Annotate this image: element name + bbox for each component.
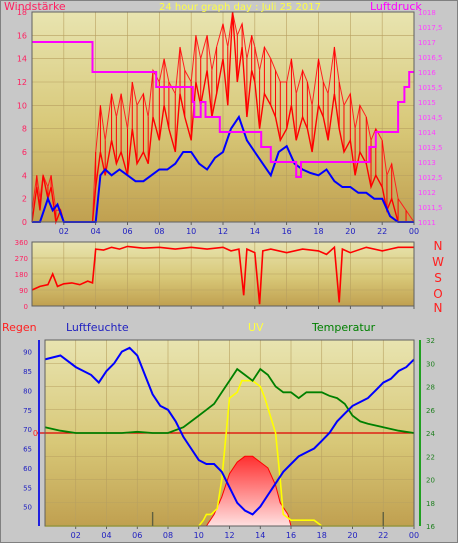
pressure-axis-title: Luftdruck [370, 0, 422, 13]
pressure-y-tick-label: 1016,5 [418, 54, 443, 62]
x-tick-label: 20 [347, 531, 357, 540]
temperature-y-tick-label: 18 [426, 500, 435, 508]
panel3-header-temperatur: Temperatur [311, 321, 376, 334]
x-tick-label: 00 [409, 227, 419, 236]
pressure-y-tick-label: 1018 [418, 9, 436, 17]
temperature-y-tick-label: 26 [426, 407, 435, 415]
wind-speed-line [31, 11, 414, 225]
temperature-y-tick-label: 24 [426, 430, 435, 438]
wind-y-tick-label: 12 [17, 78, 27, 87]
compass-label-s: S [434, 271, 442, 285]
humidity-y-tick-label: 55 [23, 484, 32, 492]
x-tick-label: 06 [122, 227, 132, 236]
temperature-y-tick-label: 20 [426, 477, 435, 485]
x-tick-label: 08 [163, 531, 173, 540]
humidity-y-tick-label: 50 [23, 504, 32, 512]
compass-label-n: N [434, 239, 443, 253]
panel3-header-luftfeuchte: Luftfeuchte [66, 321, 129, 334]
pressure-y-tick-label: 1013 [418, 159, 436, 167]
humidity-y-tick-label: 75 [23, 407, 32, 415]
pressure-y-tick-label: 1011,5 [418, 204, 443, 212]
compass-label-w: W [432, 255, 444, 269]
pressure-y-tick-label: 1015,5 [418, 84, 443, 92]
x-tick-label: 00 [409, 531, 419, 540]
plot-frame-2 [31, 241, 415, 307]
x-tick-label: 20 [345, 227, 355, 236]
panel3-header-regen: Regen [2, 321, 37, 334]
direction-y-tick-label: 0 [24, 303, 28, 311]
wind-y-tick-label: 10 [17, 101, 27, 110]
plot-frame-3 [44, 339, 415, 527]
wind-y-tick-label: 18 [17, 8, 27, 17]
x-tick-label: 12 [218, 227, 228, 236]
x-tick-label: 16 [286, 531, 296, 540]
x-tick-label: 16 [282, 227, 292, 236]
humidity-y-tick-label: 80 [23, 387, 32, 395]
pressure-y-tick-label: 1014 [418, 129, 436, 137]
wind-y-tick-label: 0 [22, 218, 27, 227]
pressure-y-tick-label: 1015 [418, 99, 436, 107]
x-tick-label: 10 [186, 227, 196, 236]
wind-y-tick-label: 4 [22, 171, 27, 180]
direction-y-tick-label: 270 [15, 255, 28, 263]
humidity-y-tick-label: 90 [23, 349, 32, 357]
temperature-y-tick-label: 32 [426, 337, 435, 345]
humidity-y-tick-label: 60 [23, 465, 32, 473]
x-tick-label: 06 [132, 531, 142, 540]
x-tick-label: 22 [378, 531, 388, 540]
chart-title: 24 hour graph day : Juli 25 2017 [159, 2, 321, 13]
compass-label-o: O [433, 287, 442, 301]
x-tick-label: 04 [101, 531, 111, 540]
x-tick-label: 12 [224, 531, 234, 540]
direction-y-tick-label: 90 [19, 287, 28, 295]
temperature-y-tick-label: 16 [426, 523, 435, 531]
x-tick-label: 14 [255, 531, 265, 540]
x-tick-label: 18 [317, 531, 327, 540]
pressure-y-tick-label: 1014,5 [418, 114, 443, 122]
wind-y-tick-label: 14 [17, 55, 27, 64]
plot-frame-1 [31, 11, 415, 223]
direction-y-tick-label: 360 [15, 239, 28, 247]
wind-y-tick-label: 2 [22, 195, 27, 204]
rain-zero-label: 0 [33, 429, 38, 438]
temperature-line [44, 367, 415, 434]
pressure-y-tick-label: 1013,5 [418, 144, 443, 152]
direction-y-tick-label: 180 [15, 271, 28, 279]
x-tick-label: 02 [59, 227, 69, 236]
temperature-y-tick-label: 28 [426, 384, 435, 392]
x-tick-label: 18 [313, 227, 323, 236]
wind-y-tick-label: 16 [17, 31, 27, 40]
compass-label-n: N [434, 301, 443, 315]
pressure-y-tick-label: 1011 [418, 219, 436, 227]
pressure-y-tick-label: 1016 [418, 69, 436, 77]
pressure-y-tick-label: 1017,5 [418, 24, 443, 32]
temperature-y-tick-label: 22 [426, 453, 435, 461]
x-tick-label: 04 [91, 227, 101, 236]
x-tick-label: 02 [71, 531, 81, 540]
x-tick-label: 08 [154, 227, 164, 236]
pressure-line [32, 41, 414, 178]
wind-y-tick-label: 8 [22, 125, 27, 134]
x-tick-label: 22 [377, 227, 387, 236]
humidity-y-tick-label: 70 [23, 426, 32, 434]
humidity-y-tick-label: 85 [23, 368, 32, 376]
humidity-y-tick-label: 65 [23, 446, 32, 454]
solar-radiation-line [45, 379, 414, 527]
pressure-y-tick-label: 1012,5 [418, 174, 443, 182]
wind-y-tick-label: 6 [22, 148, 27, 157]
pressure-y-tick-label: 1017 [418, 39, 436, 47]
temperature-y-tick-label: 30 [426, 360, 435, 368]
x-tick-label: 10 [194, 531, 204, 540]
panel3-header-uv: UV [248, 321, 264, 334]
wind-direction-line [31, 245, 414, 305]
pressure-y-tick-label: 1012 [418, 189, 436, 197]
humidity-line [44, 346, 415, 516]
wind-axis-title: Windstärke [4, 0, 66, 13]
x-tick-label: 14 [250, 227, 260, 236]
